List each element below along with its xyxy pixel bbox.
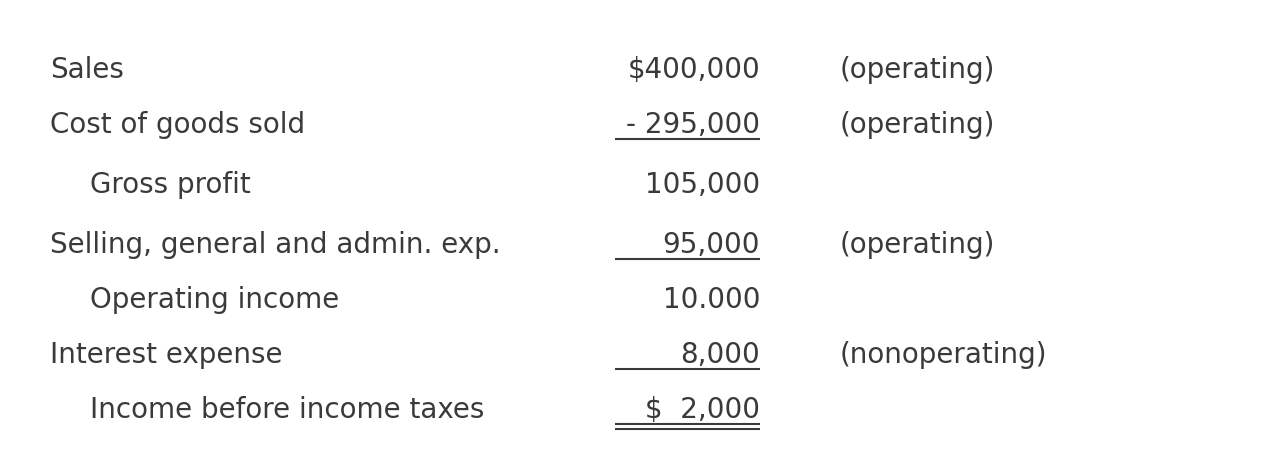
Text: 95,000: 95,000 xyxy=(662,231,760,259)
Text: $400,000: $400,000 xyxy=(628,56,760,84)
Text: $  2,000: $ 2,000 xyxy=(645,396,760,424)
Text: 105,000: 105,000 xyxy=(645,171,760,199)
Text: 8,000: 8,000 xyxy=(680,341,760,369)
Text: (nonoperating): (nonoperating) xyxy=(839,341,1047,369)
Text: (operating): (operating) xyxy=(839,111,995,139)
Text: Operating income: Operating income xyxy=(90,286,340,314)
Text: Sales: Sales xyxy=(49,56,124,84)
Text: - 295,000: - 295,000 xyxy=(626,111,760,139)
Text: Interest expense: Interest expense xyxy=(49,341,283,369)
Text: Gross profit: Gross profit xyxy=(90,171,251,199)
Text: (operating): (operating) xyxy=(839,231,995,259)
Text: Cost of goods sold: Cost of goods sold xyxy=(49,111,306,139)
Text: 10.000: 10.000 xyxy=(662,286,760,314)
Text: (operating): (operating) xyxy=(839,56,995,84)
Text: Income before income taxes: Income before income taxes xyxy=(90,396,484,424)
Text: Selling, general and admin. exp.: Selling, general and admin. exp. xyxy=(49,231,501,259)
